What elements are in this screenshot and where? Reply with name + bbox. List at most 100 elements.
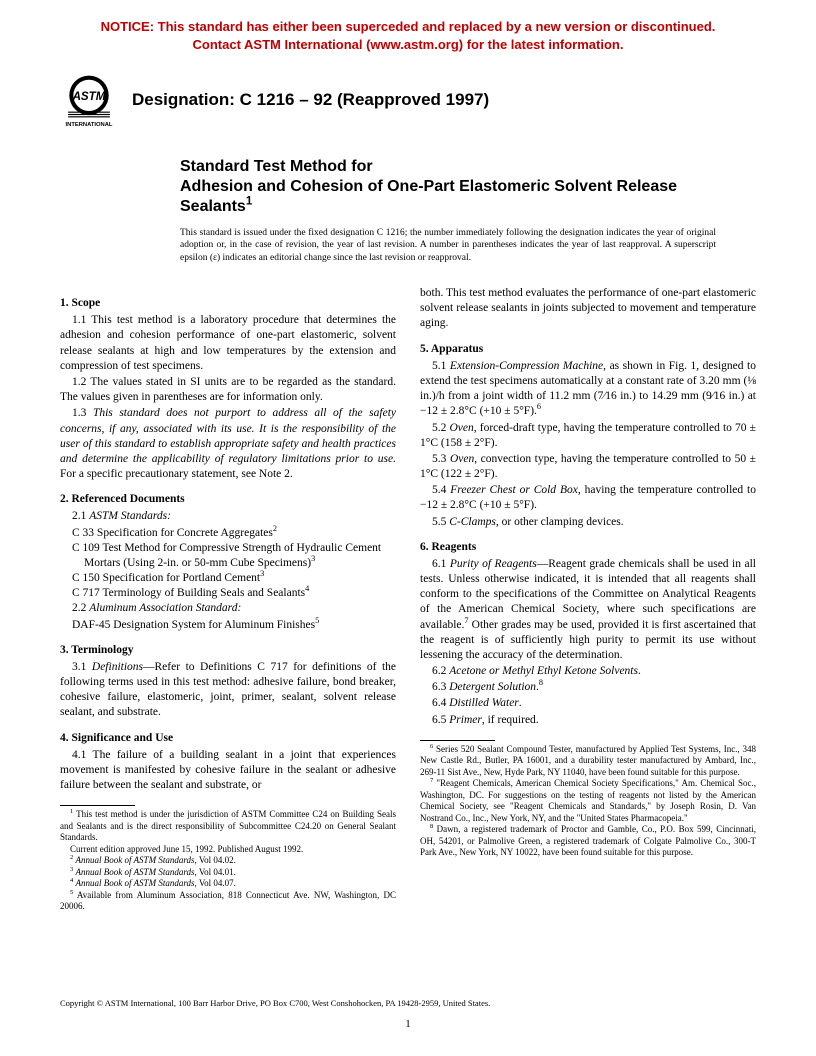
para-2-1-num: 2.1 [72, 510, 89, 522]
fn4-tail: , Vol 04.07. [194, 878, 235, 888]
fn2-title: Annual Book of ASTM Standards [75, 855, 194, 865]
ref-c150-text: C 150 Specification for Portland Cement [72, 572, 260, 584]
notice-line-1: NOTICE: This standard has either been su… [60, 18, 756, 36]
ref-daf-sup: 5 [315, 616, 319, 625]
p52-num: 5.2 [432, 422, 450, 434]
para-5-5: 5.5 C-Clamps, or other clamping devices. [420, 515, 756, 530]
footnote-1: 1 This test method is under the jurisdic… [60, 809, 396, 844]
svg-text:INTERNATIONAL: INTERNATIONAL [66, 122, 113, 128]
para-1-1: 1.1 This test method is a laboratory pro… [60, 313, 396, 374]
para-6-1: 6.1 Purity of Reagents—Reagent grade che… [420, 557, 756, 663]
p63-sup: 8 [539, 678, 543, 687]
p53-num: 5.3 [432, 453, 450, 465]
p63-title: Detergent Solution [449, 681, 536, 693]
footnote-rule-right [420, 740, 495, 741]
para-2-1-title: ASTM Standards: [89, 510, 171, 522]
para-3-1-title: Definitions [92, 661, 143, 673]
footnote-8: 8 Dawn, a registered trademark of Procto… [420, 824, 756, 859]
para-2-2-num: 2.2 [72, 602, 89, 614]
notice-banner: NOTICE: This standard has either been su… [60, 18, 756, 53]
ref-c717: C 717 Terminology of Building Seals and … [60, 586, 396, 601]
footnote-1b: Current edition approved June 15, 1992. … [60, 844, 396, 856]
para-5-4: 5.4 Freezer Chest or Cold Box, having th… [420, 483, 756, 513]
section-5-head: 5. Apparatus [420, 342, 756, 357]
ref-daf-text: DAF-45 Designation System for Aluminum F… [72, 619, 315, 631]
footnote-1-text: This test method is under the jurisdicti… [60, 809, 396, 842]
ref-c150-sup: 3 [260, 569, 264, 578]
title-main: Adhesion and Cohesion of One-Part Elasto… [180, 177, 716, 217]
page: NOTICE: This standard has either been su… [0, 0, 816, 1056]
para-2-2-title: Aluminum Association Standard: [89, 602, 241, 614]
para-1-3-num: 1.3 [72, 407, 93, 419]
fn6-text: Series 520 Sealant Compound Tester, manu… [420, 744, 756, 777]
para-1-3-tail: For a specific precautionary statement, … [60, 468, 293, 480]
p51-sup: 6 [537, 403, 541, 412]
p52-title: Oven [450, 422, 474, 434]
section-1-head: 1. Scope [60, 296, 396, 311]
title-lead: Standard Test Method for [180, 157, 716, 177]
p65-tail: , if required. [482, 714, 539, 726]
para-6-3: 6.3 Detergent Solution.8 [420, 680, 756, 695]
fn3-label: 3 [70, 866, 73, 873]
column-right: both. This test method evaluates the per… [420, 286, 756, 913]
fn3-title: Annual Book of ASTM Standards [75, 867, 194, 877]
p62-num: 6.2 [432, 665, 449, 677]
ref-daf: DAF-45 Designation System for Aluminum F… [60, 618, 396, 633]
p51-title: Extension-Compression Machine [450, 360, 603, 372]
ref-c150: C 150 Specification for Portland Cement3 [60, 571, 396, 586]
ref-c109-sup: 3 [311, 554, 315, 563]
title-block: Standard Test Method for Adhesion and Co… [180, 157, 716, 264]
fn4-title: Annual Book of ASTM Standards [75, 878, 194, 888]
fn5-text: Available from Aluminum Association, 818… [60, 890, 396, 912]
fn4-label: 4 [70, 877, 73, 884]
footnote-7: 7 "Reagent Chemicals, American Chemical … [420, 778, 756, 824]
footnote-3: 3 Annual Book of ASTM Standards, Vol 04.… [60, 867, 396, 879]
header-row: ASTM INTERNATIONAL Designation: C 1216 –… [60, 71, 756, 129]
footnote-4: 4 Annual Book of ASTM Standards, Vol 04.… [60, 878, 396, 890]
copyright: Copyright © ASTM International, 100 Barr… [60, 998, 756, 1008]
para-5-3: 5.3 Oven, convection type, having the te… [420, 452, 756, 482]
para-4-1: 4.1 The failure of a building sealant in… [60, 748, 396, 794]
ref-c717-text: C 717 Terminology of Building Seals and … [72, 587, 305, 599]
footnote-5: 5 Available from Aluminum Association, 8… [60, 890, 396, 913]
para-1-2: 1.2 The values stated in SI units are to… [60, 375, 396, 405]
p55-title: C-Clamps [449, 516, 496, 528]
p61-title: Purity of Reagents [450, 558, 537, 570]
p65-num: 6.5 [432, 714, 449, 726]
p61-tail: Other grades may be used, provided it is… [420, 619, 756, 661]
p61-num: 6.1 [432, 558, 450, 570]
designation: Designation: C 1216 – 92 (Reapproved 199… [132, 90, 489, 110]
p54-title: Freezer Chest or Cold Box [450, 484, 578, 496]
para-3-1: 3.1 Definitions—Refer to Definitions C 7… [60, 660, 396, 721]
ref-c33-sup: 2 [273, 524, 277, 533]
notice-line-2: Contact ASTM International (www.astm.org… [60, 36, 756, 54]
p54-num: 5.4 [432, 484, 450, 496]
p65-title: Primer [449, 714, 482, 726]
p64-tail: . [519, 697, 522, 709]
footnote-6: 6 Series 520 Sealant Compound Tester, ma… [420, 744, 756, 779]
columns: 1. Scope 1.1 This test method is a labor… [60, 286, 756, 913]
title-note: This standard is issued under the fixed … [180, 227, 716, 264]
p63-num: 6.3 [432, 681, 449, 693]
section-2-head: 2. Referenced Documents [60, 492, 396, 507]
footnote-rule-left [60, 805, 135, 806]
footnote-2: 2 Annual Book of ASTM Standards, Vol 04.… [60, 855, 396, 867]
svg-text:ASTM: ASTM [72, 90, 106, 103]
para-6-2: 6.2 Acetone or Methyl Ethyl Ketone Solve… [420, 664, 756, 679]
section-6-head: 6. Reagents [420, 540, 756, 555]
para-1-3: 1.3 This standard does not purport to ad… [60, 406, 396, 482]
para-6-5: 6.5 Primer, if required. [420, 713, 756, 728]
p55-num: 5.5 [432, 516, 449, 528]
para-6-4: 6.4 Distilled Water. [420, 696, 756, 711]
para-1-3-italic: This standard does not purport to addres… [60, 407, 396, 465]
p51-num: 5.1 [432, 360, 450, 372]
para-2-2: 2.2 Aluminum Association Standard: [60, 601, 396, 616]
title-main-text: Adhesion and Cohesion of One-Part Elasto… [180, 178, 677, 215]
fn2-tail: , Vol 04.02. [194, 855, 235, 865]
ref-c717-sup: 4 [305, 584, 309, 593]
fn3-tail: , Vol 04.01. [194, 867, 235, 877]
para-2-1: 2.1 ASTM Standards: [60, 509, 396, 524]
p53-title: Oven [450, 453, 474, 465]
column-left: 1. Scope 1.1 This test method is a labor… [60, 286, 396, 913]
title-super: 1 [246, 196, 252, 208]
